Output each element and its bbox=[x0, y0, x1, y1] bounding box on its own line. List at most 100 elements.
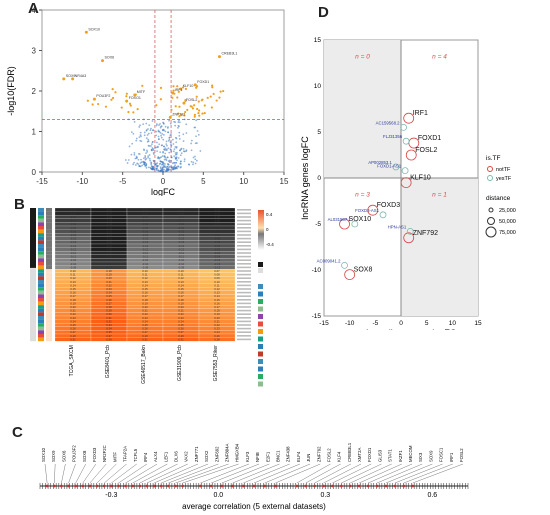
ns-point bbox=[140, 135, 142, 138]
correlation-heatmap: -0.19-0.19-0.17-0.17-0.16-0.15-0.15-0.14… bbox=[30, 208, 274, 387]
cell-value: -0.12 bbox=[142, 244, 149, 248]
legend-tick: 0 bbox=[266, 227, 269, 232]
row-label bbox=[237, 237, 251, 240]
row-label bbox=[237, 291, 251, 294]
cell-value: 0.07 bbox=[214, 269, 220, 273]
column-label: GSE46517_Bakn bbox=[141, 345, 147, 384]
row-label bbox=[237, 295, 251, 297]
ns-point bbox=[159, 151, 162, 154]
row-label bbox=[237, 212, 251, 215]
ns-point bbox=[147, 144, 150, 147]
legend-direction-down bbox=[258, 262, 263, 267]
dbd-cell bbox=[38, 247, 44, 252]
labeled-point bbox=[182, 101, 186, 105]
ns-point bbox=[164, 156, 167, 159]
ns-point bbox=[127, 159, 130, 161]
ns-point bbox=[166, 127, 169, 129]
cell-value: 0.12 bbox=[142, 276, 148, 280]
data-point bbox=[403, 232, 415, 244]
ns-point bbox=[192, 156, 195, 159]
sig-point bbox=[141, 84, 144, 87]
gene-label: BNC1 bbox=[275, 450, 280, 462]
count-bottom-left: n = 3 bbox=[355, 191, 370, 198]
cell-value: 0.19 bbox=[178, 301, 184, 305]
ns-point bbox=[144, 155, 147, 157]
leader-line bbox=[61, 463, 66, 484]
ns-point bbox=[145, 129, 148, 131]
cell-value: -0.10 bbox=[178, 258, 185, 262]
gene-marker bbox=[145, 484, 149, 488]
point-label: SOX6 bbox=[105, 56, 115, 60]
x-tick-label: 0.3 bbox=[320, 492, 330, 499]
legend-dbd-swatch bbox=[258, 321, 263, 327]
leader-line bbox=[96, 463, 117, 484]
sig-point bbox=[177, 90, 180, 93]
leader-line bbox=[232, 463, 280, 484]
corr-cell bbox=[46, 233, 52, 237]
sig-point bbox=[120, 106, 123, 109]
cell-value: 0.35 bbox=[106, 330, 112, 334]
ns-point bbox=[171, 168, 174, 171]
cell-value: 0.14 bbox=[70, 283, 76, 287]
row-label bbox=[237, 288, 251, 290]
ns-point bbox=[144, 165, 147, 167]
gene-label: KLF3 bbox=[245, 451, 250, 462]
row-label bbox=[237, 230, 251, 233]
y-tick-label: 4 bbox=[32, 6, 37, 15]
ns-point bbox=[176, 159, 178, 162]
cell-value: -0.20 bbox=[214, 215, 221, 219]
ns-point bbox=[170, 150, 173, 153]
cell-value: 0.16 bbox=[214, 301, 220, 305]
cell-value: -0.10 bbox=[70, 262, 77, 266]
dbd-cell bbox=[38, 337, 44, 342]
sig-point bbox=[132, 111, 135, 114]
cell-value: 0.24 bbox=[142, 319, 148, 323]
cell-value: -0.15 bbox=[142, 226, 149, 230]
dbd-cell bbox=[38, 236, 44, 241]
ns-point bbox=[157, 165, 160, 167]
point-label: MITF bbox=[137, 90, 146, 94]
ns-point bbox=[133, 118, 135, 121]
gene-label: FOXD3 bbox=[92, 447, 97, 462]
cell-value: 0.13 bbox=[142, 280, 148, 284]
cell-value: 0.18 bbox=[214, 309, 220, 313]
ns-point bbox=[175, 156, 178, 159]
gene-label: KLF4 bbox=[337, 451, 342, 462]
ns-point bbox=[143, 134, 146, 137]
cell-value: -0.12 bbox=[178, 247, 185, 251]
cell-value: 0.23 bbox=[214, 327, 220, 331]
cell-value: 0.27 bbox=[178, 330, 184, 334]
gene-label: POU3F2 bbox=[72, 445, 77, 462]
ns-point bbox=[177, 121, 180, 123]
cell-value: 0.09 bbox=[214, 276, 220, 280]
cell-value: -0.27 bbox=[106, 208, 113, 212]
cell-value: -0.13 bbox=[70, 240, 77, 244]
sig-point bbox=[174, 105, 177, 108]
gene-marker bbox=[88, 484, 92, 488]
sig-point bbox=[193, 104, 196, 107]
ns-point bbox=[156, 145, 159, 148]
cell-value: -0.09 bbox=[142, 265, 149, 269]
ns-point bbox=[171, 162, 174, 165]
leader-line bbox=[403, 463, 453, 484]
cell-value: 0.12 bbox=[214, 287, 220, 291]
gene-marker bbox=[274, 484, 277, 488]
ns-point bbox=[144, 161, 147, 164]
gene-marker bbox=[174, 484, 177, 488]
dbd-cell bbox=[38, 265, 44, 270]
cell-value: 0.12 bbox=[70, 276, 76, 280]
row-label bbox=[237, 338, 251, 341]
legend-dbd-swatch bbox=[258, 344, 263, 349]
ns-point bbox=[164, 152, 167, 155]
ns-point bbox=[147, 132, 150, 135]
x-tick-label: 0 bbox=[399, 320, 403, 327]
labeled-point bbox=[71, 77, 75, 81]
ns-point bbox=[173, 120, 175, 123]
cell-value: -0.15 bbox=[142, 229, 149, 233]
legend-dbd-swatch bbox=[258, 374, 263, 379]
gene-marker bbox=[60, 484, 63, 488]
sig-point bbox=[191, 107, 195, 110]
corr-cell bbox=[46, 258, 52, 262]
corr-cell bbox=[46, 240, 52, 244]
average-correlation-strip: -0.3 0.0 0.3 0.6 average correlation (5 exte… bbox=[39, 442, 469, 511]
